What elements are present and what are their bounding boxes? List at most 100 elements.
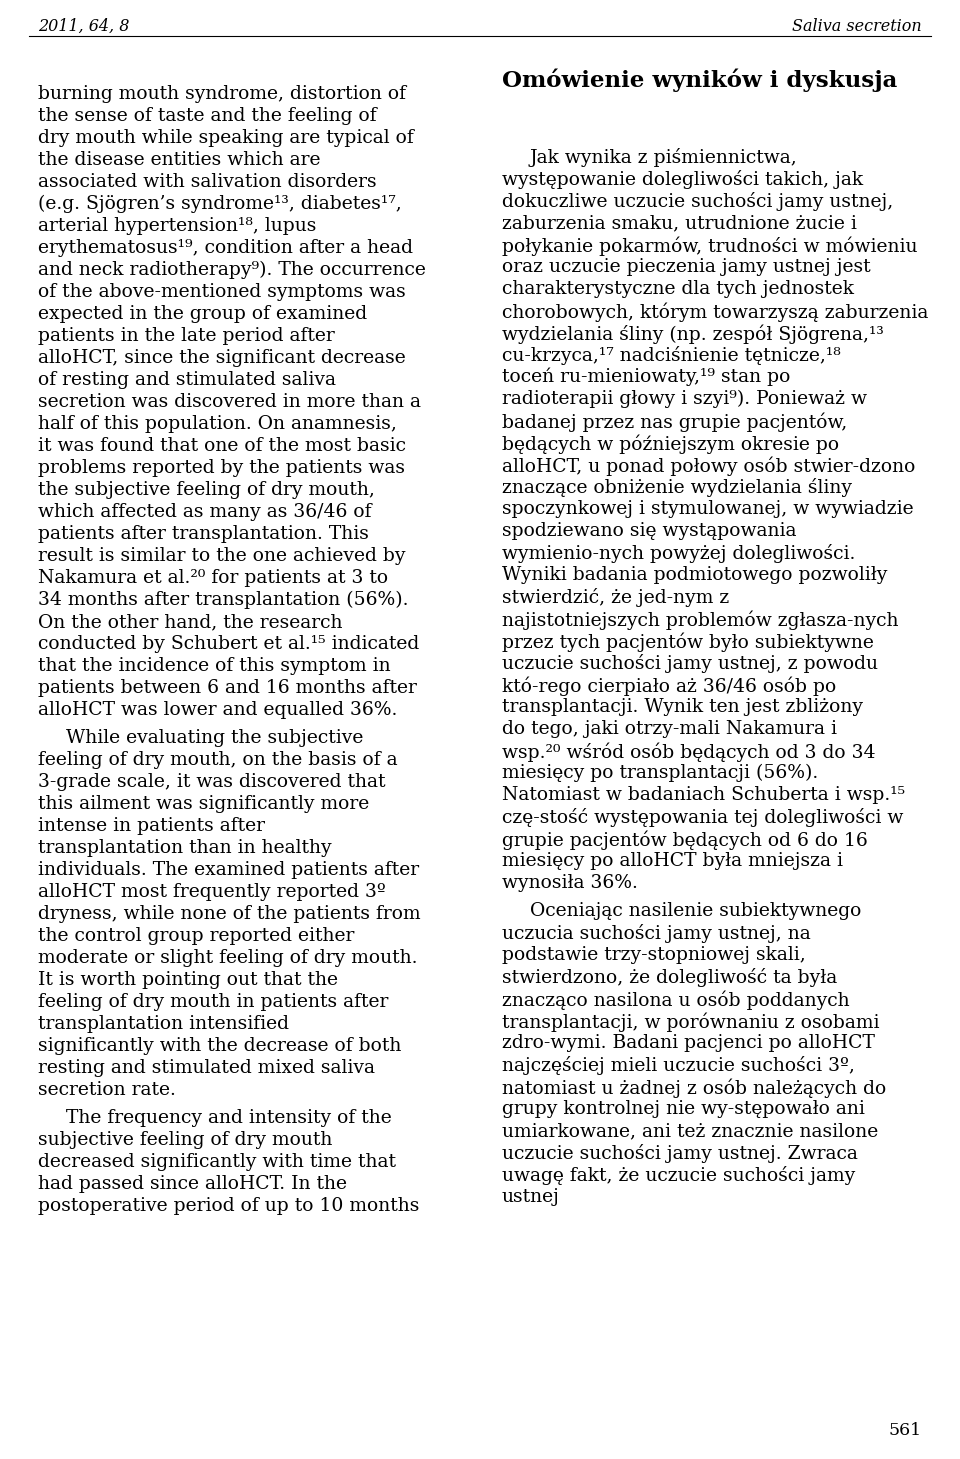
Text: alloHCT most frequently reported 3º: alloHCT most frequently reported 3º	[38, 883, 386, 902]
Text: Jak wynika z piśmiennictwa,: Jak wynika z piśmiennictwa,	[530, 147, 798, 166]
Text: transplantacji. Wynik ten jest zbliżony: transplantacji. Wynik ten jest zbliżony	[502, 697, 863, 716]
Text: znacząco nasilona u osób poddanych: znacząco nasilona u osób poddanych	[502, 991, 850, 1010]
Text: The frequency and intensity of the: The frequency and intensity of the	[66, 1109, 392, 1126]
Text: uczucie suchości jamy ustnej. Zwraca: uczucie suchości jamy ustnej. Zwraca	[502, 1144, 858, 1163]
Text: znaczące obniżenie wydzielania śliny: znaczące obniżenie wydzielania śliny	[502, 479, 852, 498]
Text: Natomiast w badaniach Schuberta i wsp.¹⁵: Natomiast w badaniach Schuberta i wsp.¹⁵	[502, 786, 905, 804]
Text: the sense of taste and the feeling of: the sense of taste and the feeling of	[38, 107, 376, 125]
Text: 561: 561	[889, 1423, 922, 1439]
Text: decreased significantly with time that: decreased significantly with time that	[38, 1153, 396, 1172]
Text: dryness, while none of the patients from: dryness, while none of the patients from	[38, 905, 420, 924]
Text: podstawie trzy‑stopniowej skali,: podstawie trzy‑stopniowej skali,	[502, 945, 805, 964]
Text: alloHCT, since the significant decrease: alloHCT, since the significant decrease	[38, 349, 406, 368]
Text: ustnej: ustnej	[502, 1188, 560, 1207]
Text: result is similar to the one achieved by: result is similar to the one achieved by	[38, 547, 405, 565]
Text: najistotniejszych problemów zgłasza‑nych: najistotniejszych problemów zgłasza‑nych	[502, 610, 899, 629]
Text: postoperative period of up to 10 months: postoperative period of up to 10 months	[38, 1196, 420, 1215]
Text: the disease entities which are: the disease entities which are	[38, 150, 321, 169]
Text: it was found that one of the most basic: it was found that one of the most basic	[38, 438, 406, 455]
Text: that the incidence of this symptom in: that the incidence of this symptom in	[38, 657, 391, 676]
Text: of the above-mentioned symptoms was: of the above-mentioned symptoms was	[38, 283, 406, 301]
Text: moderate or slight feeling of dry mouth.: moderate or slight feeling of dry mouth.	[38, 948, 418, 967]
Text: któ‑rego cierpiało aż 36/46 osób po: któ‑rego cierpiało aż 36/46 osób po	[502, 676, 836, 696]
Text: arterial hypertension¹⁸, lupus: arterial hypertension¹⁸, lupus	[38, 217, 317, 235]
Text: spodziewano się wystąpowania: spodziewano się wystąpowania	[502, 522, 797, 540]
Text: resting and stimulated mixed saliva: resting and stimulated mixed saliva	[38, 1059, 375, 1077]
Text: alloHCT was lower and equalled 36%.: alloHCT was lower and equalled 36%.	[38, 700, 397, 719]
Text: uczucia suchości jamy ustnej, na: uczucia suchości jamy ustnej, na	[502, 924, 811, 943]
Text: patients after transplantation. This: patients after transplantation. This	[38, 525, 369, 543]
Text: alloHCT, u ponad połowy osób stwier‑dzono: alloHCT, u ponad połowy osób stwier‑dzon…	[502, 457, 916, 476]
Text: zdro‑wymi. Badani pacjenci po alloHCT: zdro‑wymi. Badani pacjenci po alloHCT	[502, 1034, 875, 1052]
Text: natomiast u żadnej z osób należących do: natomiast u żadnej z osób należących do	[502, 1078, 886, 1097]
Text: secretion rate.: secretion rate.	[38, 1081, 176, 1099]
Text: dry mouth while speaking are typical of: dry mouth while speaking are typical of	[38, 128, 414, 147]
Text: radioterapii głowy i szyi⁹). Ponieważ w: radioterapii głowy i szyi⁹). Ponieważ w	[502, 390, 867, 409]
Text: patients between 6 and 16 months after: patients between 6 and 16 months after	[38, 678, 417, 697]
Text: 2011, 64, 8: 2011, 64, 8	[38, 18, 130, 35]
Text: Nakamura et al.²⁰ for patients at 3 to: Nakamura et al.²⁰ for patients at 3 to	[38, 569, 388, 587]
Text: cu‑krzyca,¹⁷ nadciśnienie tętnicze,¹⁸: cu‑krzyca,¹⁷ nadciśnienie tętnicze,¹⁸	[502, 346, 841, 365]
Text: występowanie dolegliwości takich, jak: występowanie dolegliwości takich, jak	[502, 171, 863, 190]
Text: uczucie suchości jamy ustnej, z powodu: uczucie suchości jamy ustnej, z powodu	[502, 654, 878, 673]
Text: grupie pacjentów będących od 6 do 16: grupie pacjentów będących od 6 do 16	[502, 830, 868, 849]
Text: wydzielania śliny (np. zespół Sjögrena,¹³: wydzielania śliny (np. zespół Sjögrena,¹…	[502, 324, 884, 343]
Text: half of this population. On anamnesis,: half of this population. On anamnesis,	[38, 414, 396, 433]
Text: subjective feeling of dry mouth: subjective feeling of dry mouth	[38, 1131, 332, 1150]
Text: intense in patients after: intense in patients after	[38, 817, 265, 835]
Text: stwierdzono, że dolegliwość ta była: stwierdzono, że dolegliwość ta była	[502, 967, 837, 986]
Text: uwagę fakt, że uczucie suchości jamy: uwagę fakt, że uczucie suchości jamy	[502, 1166, 855, 1185]
Text: erythematosus¹⁹, condition after a head: erythematosus¹⁹, condition after a head	[38, 239, 413, 257]
Text: 34 months after transplantation (56%).: 34 months after transplantation (56%).	[38, 591, 409, 610]
Text: While evaluating the subjective: While evaluating the subjective	[66, 730, 364, 747]
Text: (e.g. Sjögren’s syndrome¹³, diabetes¹⁷,: (e.g. Sjögren’s syndrome¹³, diabetes¹⁷,	[38, 196, 401, 213]
Text: associated with salivation disorders: associated with salivation disorders	[38, 174, 376, 191]
Text: Omówienie wyników i dyskusja: Omówienie wyników i dyskusja	[502, 69, 898, 92]
Text: badanej przez nas grupie pacjentów,: badanej przez nas grupie pacjentów,	[502, 411, 848, 432]
Text: najczęściej mieli uczucie suchości 3º,: najczęściej mieli uczucie suchości 3º,	[502, 1056, 854, 1075]
Text: przez tych pacjentów było subiektywne: przez tych pacjentów było subiektywne	[502, 632, 874, 652]
Text: charakterystyczne dla tych jednostek: charakterystyczne dla tych jednostek	[502, 280, 854, 298]
Text: It is worth pointing out that the: It is worth pointing out that the	[38, 972, 338, 989]
Text: this ailment was significantly more: this ailment was significantly more	[38, 795, 370, 813]
Text: expected in the group of examined: expected in the group of examined	[38, 305, 367, 322]
Text: and neck radiotherapy⁹). The occurrence: and neck radiotherapy⁹). The occurrence	[38, 261, 426, 279]
Text: burning mouth syndrome, distortion of: burning mouth syndrome, distortion of	[38, 85, 406, 104]
Text: spoczynkowej i stymulowanej, w wywiadzie: spoczynkowej i stymulowanej, w wywiadzie	[502, 500, 914, 518]
Text: umiarkowane, ani też znacznie nasilone: umiarkowane, ani też znacznie nasilone	[502, 1122, 878, 1139]
Text: the subjective feeling of dry mouth,: the subjective feeling of dry mouth,	[38, 481, 374, 499]
Text: Wyniki badania podmiotowego pozwoliły: Wyniki badania podmiotowego pozwoliły	[502, 566, 887, 584]
Text: transplantation than in healthy: transplantation than in healthy	[38, 839, 331, 856]
Text: secretion was discovered in more than a: secretion was discovered in more than a	[38, 392, 421, 411]
Text: which affected as many as 36/46 of: which affected as many as 36/46 of	[38, 503, 372, 521]
Text: conducted by Schubert et al.¹⁵ indicated: conducted by Schubert et al.¹⁵ indicated	[38, 635, 420, 654]
Text: miesięcy po transplantacji (56%).: miesięcy po transplantacji (56%).	[502, 765, 818, 782]
Text: wymienio‑nych powyżej dolegliwości.: wymienio‑nych powyżej dolegliwości.	[502, 544, 855, 563]
Text: had passed since alloHCT. In the: had passed since alloHCT. In the	[38, 1174, 347, 1193]
Text: Oceniając nasilenie subiektywnego: Oceniając nasilenie subiektywnego	[530, 902, 861, 921]
Text: Saliva secretion: Saliva secretion	[792, 18, 922, 35]
Text: wsp.²⁰ wśród osób będących od 3 do 34: wsp.²⁰ wśród osób będących od 3 do 34	[502, 743, 876, 762]
Text: 3-grade scale, it was discovered that: 3-grade scale, it was discovered that	[38, 773, 386, 791]
Text: dokuczliwe uczucie suchości jamy ustnej,: dokuczliwe uczucie suchości jamy ustnej,	[502, 193, 893, 212]
Text: individuals. The examined patients after: individuals. The examined patients after	[38, 861, 420, 878]
Text: problems reported by the patients was: problems reported by the patients was	[38, 460, 405, 477]
Text: On the other hand, the research: On the other hand, the research	[38, 613, 343, 630]
Text: będących w późniejszym okresie po: będących w późniejszym okresie po	[502, 433, 839, 454]
Text: oraz uczucie pieczenia jamy ustnej jest: oraz uczucie pieczenia jamy ustnej jest	[502, 258, 871, 276]
Text: miesięcy po alloHCT była mniejsza i: miesięcy po alloHCT była mniejsza i	[502, 852, 843, 870]
Text: of resting and stimulated saliva: of resting and stimulated saliva	[38, 371, 336, 390]
Text: patients in the late period after: patients in the late period after	[38, 327, 335, 344]
Text: chorobowych, którym towarzyszą zaburzenia: chorobowych, którym towarzyszą zaburzeni…	[502, 302, 928, 321]
Text: stwierdzić, że jed‑nym z: stwierdzić, że jed‑nym z	[502, 588, 730, 607]
Text: feeling of dry mouth in patients after: feeling of dry mouth in patients after	[38, 994, 389, 1011]
Text: significantly with the decrease of both: significantly with the decrease of both	[38, 1037, 401, 1055]
Text: grupy kontrolnej nie wy‑stępowało ani: grupy kontrolnej nie wy‑stępowało ani	[502, 1100, 865, 1118]
Text: połykanie pokarmów, trudności w mówieniu: połykanie pokarmów, trudności w mówieniu	[502, 236, 918, 255]
Text: transplantacji, w porównaniu z osobami: transplantacji, w porównaniu z osobami	[502, 1013, 879, 1032]
Text: zaburzenia smaku, utrudnione żucie i: zaburzenia smaku, utrudnione żucie i	[502, 214, 857, 232]
Text: transplantation intensified: transplantation intensified	[38, 1015, 289, 1033]
Text: feeling of dry mouth, on the basis of a: feeling of dry mouth, on the basis of a	[38, 751, 397, 769]
Text: wynosiła 36%.: wynosiła 36%.	[502, 874, 637, 891]
Text: do tego, jaki otrzy‑mali Nakamura i: do tego, jaki otrzy‑mali Nakamura i	[502, 719, 837, 738]
